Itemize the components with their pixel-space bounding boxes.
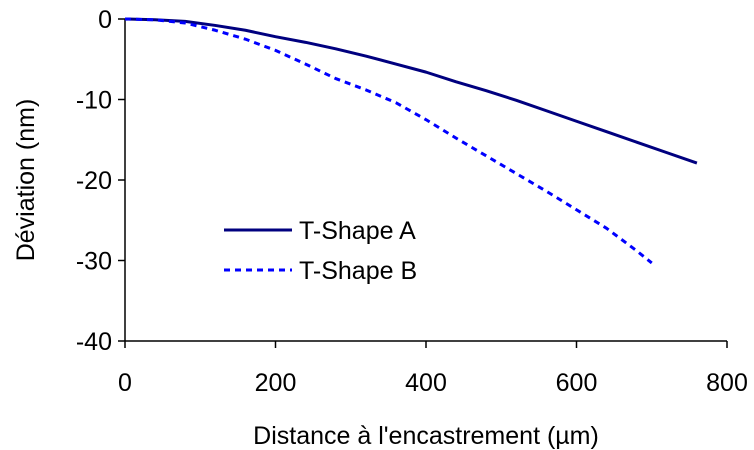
x-tick-label: 200 [255, 369, 297, 397]
y-tick-label: -10 [76, 87, 112, 115]
series-line-t-shape-b [124, 17, 653, 265]
y-tick-label: 0 [98, 6, 112, 34]
y-tick-label: -30 [76, 248, 112, 276]
x-axis-title: Distance à l'encastrement (µm) [253, 422, 599, 450]
plot-background [125, 19, 727, 341]
y-tick-label: -40 [76, 328, 112, 356]
series-layer [124, 17, 698, 265]
y-axis-title: Déviation (nm) [12, 99, 40, 262]
y-tick-label: -20 [76, 167, 112, 195]
legend-label-t-shape-b: T-Shape B [299, 257, 417, 285]
x-tick-label: 0 [118, 369, 132, 397]
y-axis: 0 -10 -20 -30 -40 [76, 6, 126, 356]
x-tick-label: 600 [556, 369, 598, 397]
legend: T-Shape A T-Shape B [224, 217, 417, 285]
plot-area [125, 19, 727, 341]
x-tick-label: 400 [405, 369, 447, 397]
legend-label-t-shape-a: T-Shape A [299, 217, 416, 245]
x-axis: 0 200 400 600 800 [118, 340, 748, 397]
series-line-t-shape-a [124, 17, 698, 165]
x-tick-label: 800 [706, 369, 748, 397]
